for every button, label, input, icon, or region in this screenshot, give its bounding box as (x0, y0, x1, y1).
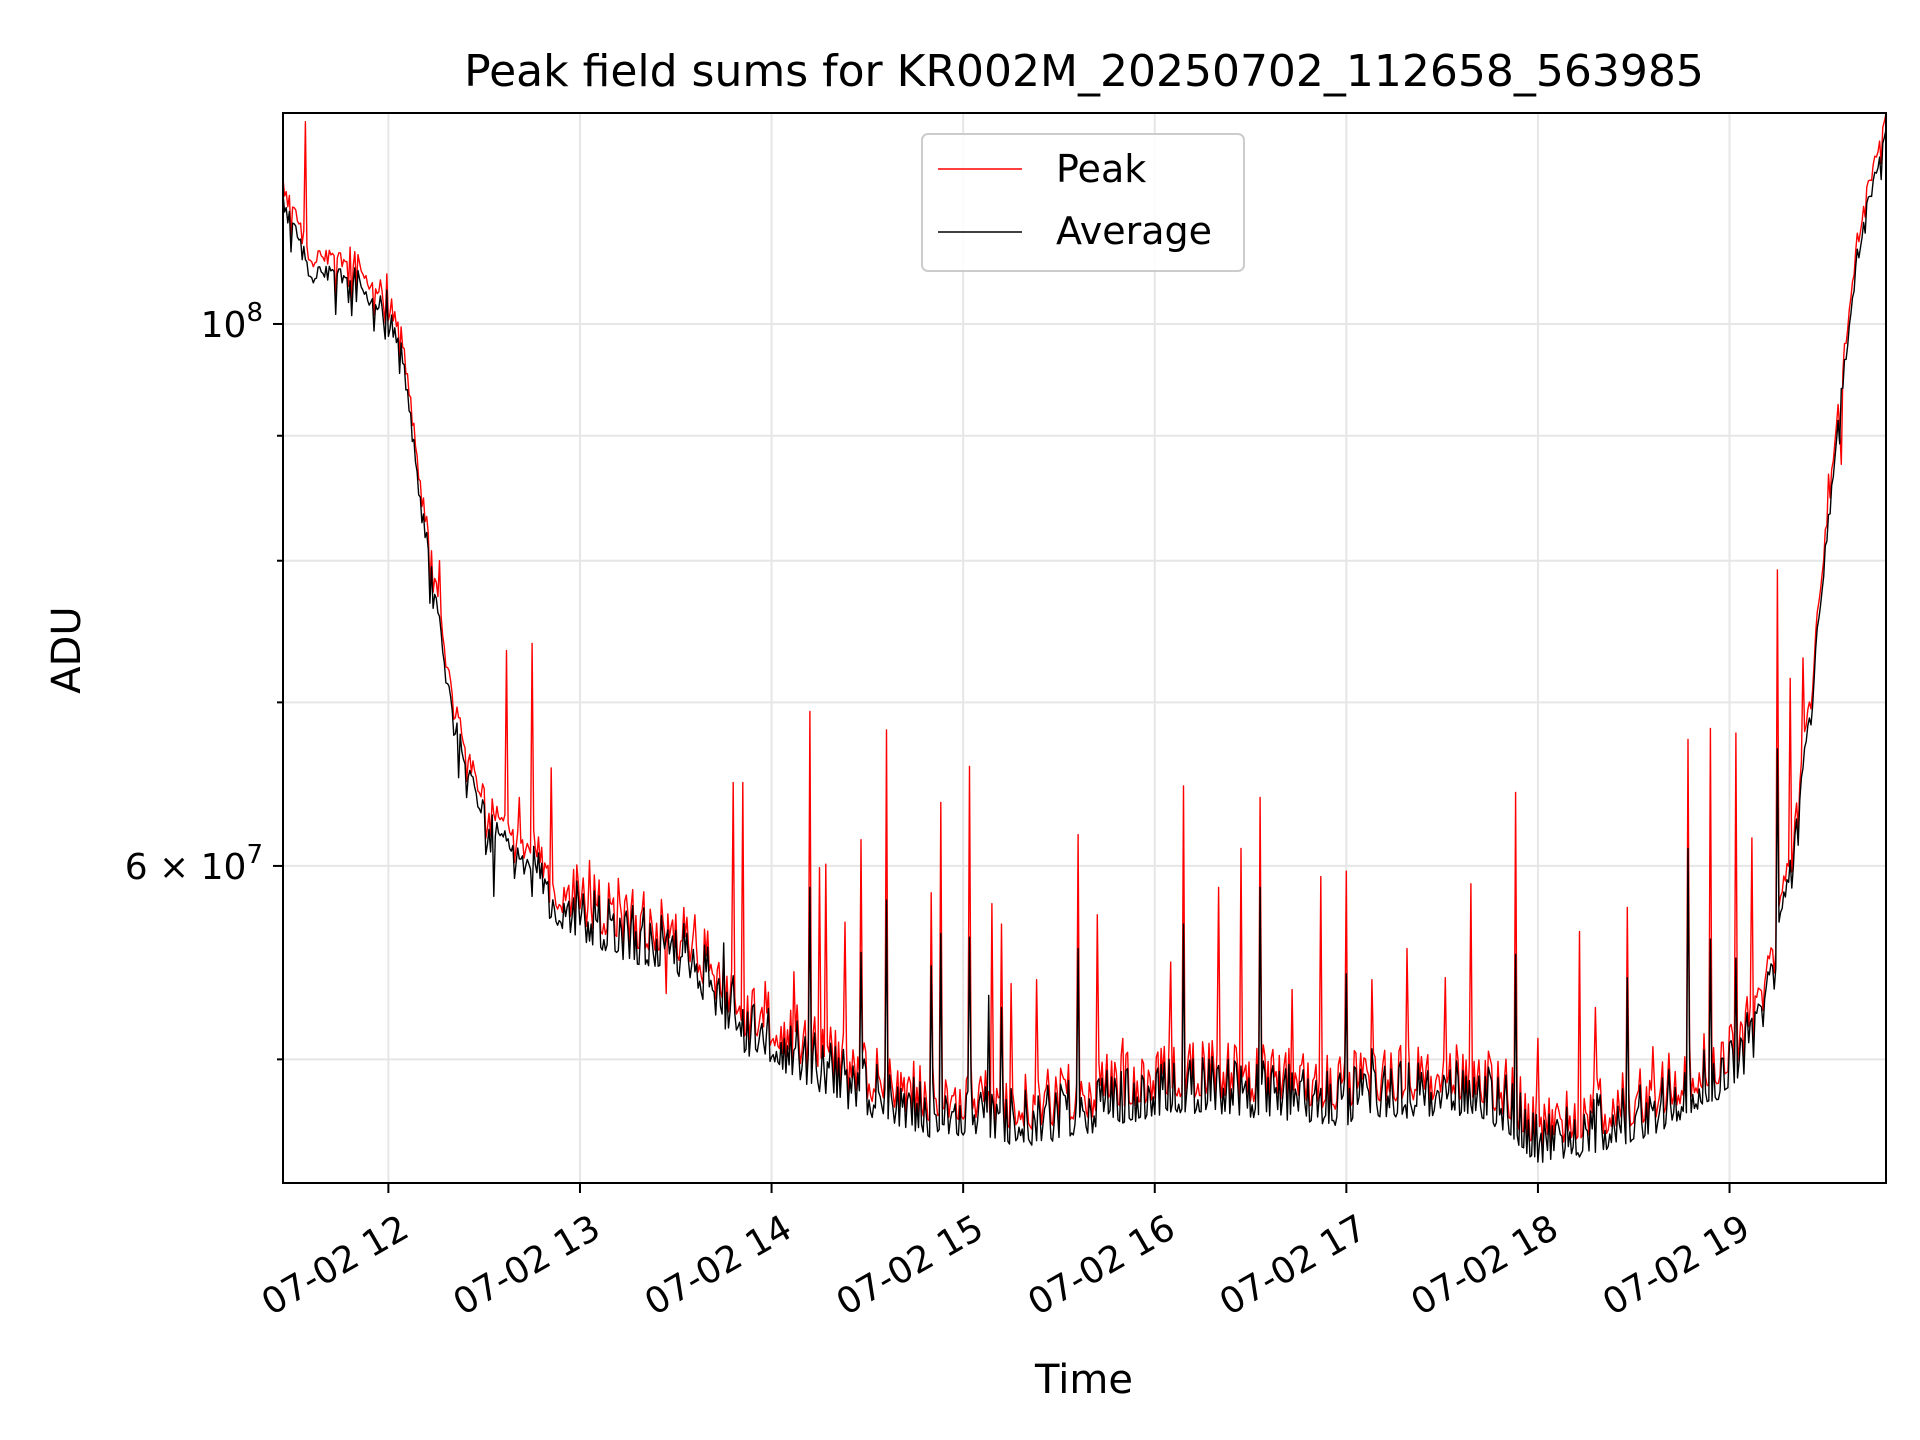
series-line-peak (283, 113, 1886, 1147)
legend: Peak Average (921, 133, 1245, 272)
legend-peak-label: Peak (1056, 147, 1146, 191)
y-tick-label: 6 × 107 (125, 840, 263, 888)
x-axis-label: Time (1034, 1357, 1133, 1403)
legend-average-label: Average (1056, 209, 1212, 253)
plot-area (283, 113, 1886, 1163)
gridlines (283, 113, 1886, 1183)
plot-frame (282, 112, 1887, 1184)
chart-title: Peak field sums for KR002M_20250702_1126… (464, 46, 1704, 97)
series-layer (283, 113, 1886, 1163)
y-axis-label: ADU (44, 606, 90, 693)
y-tick-label: 108 (201, 298, 263, 346)
y-axis-ticks: 108 6 × 107 (125, 298, 283, 1061)
series-line-average (283, 129, 1886, 1163)
